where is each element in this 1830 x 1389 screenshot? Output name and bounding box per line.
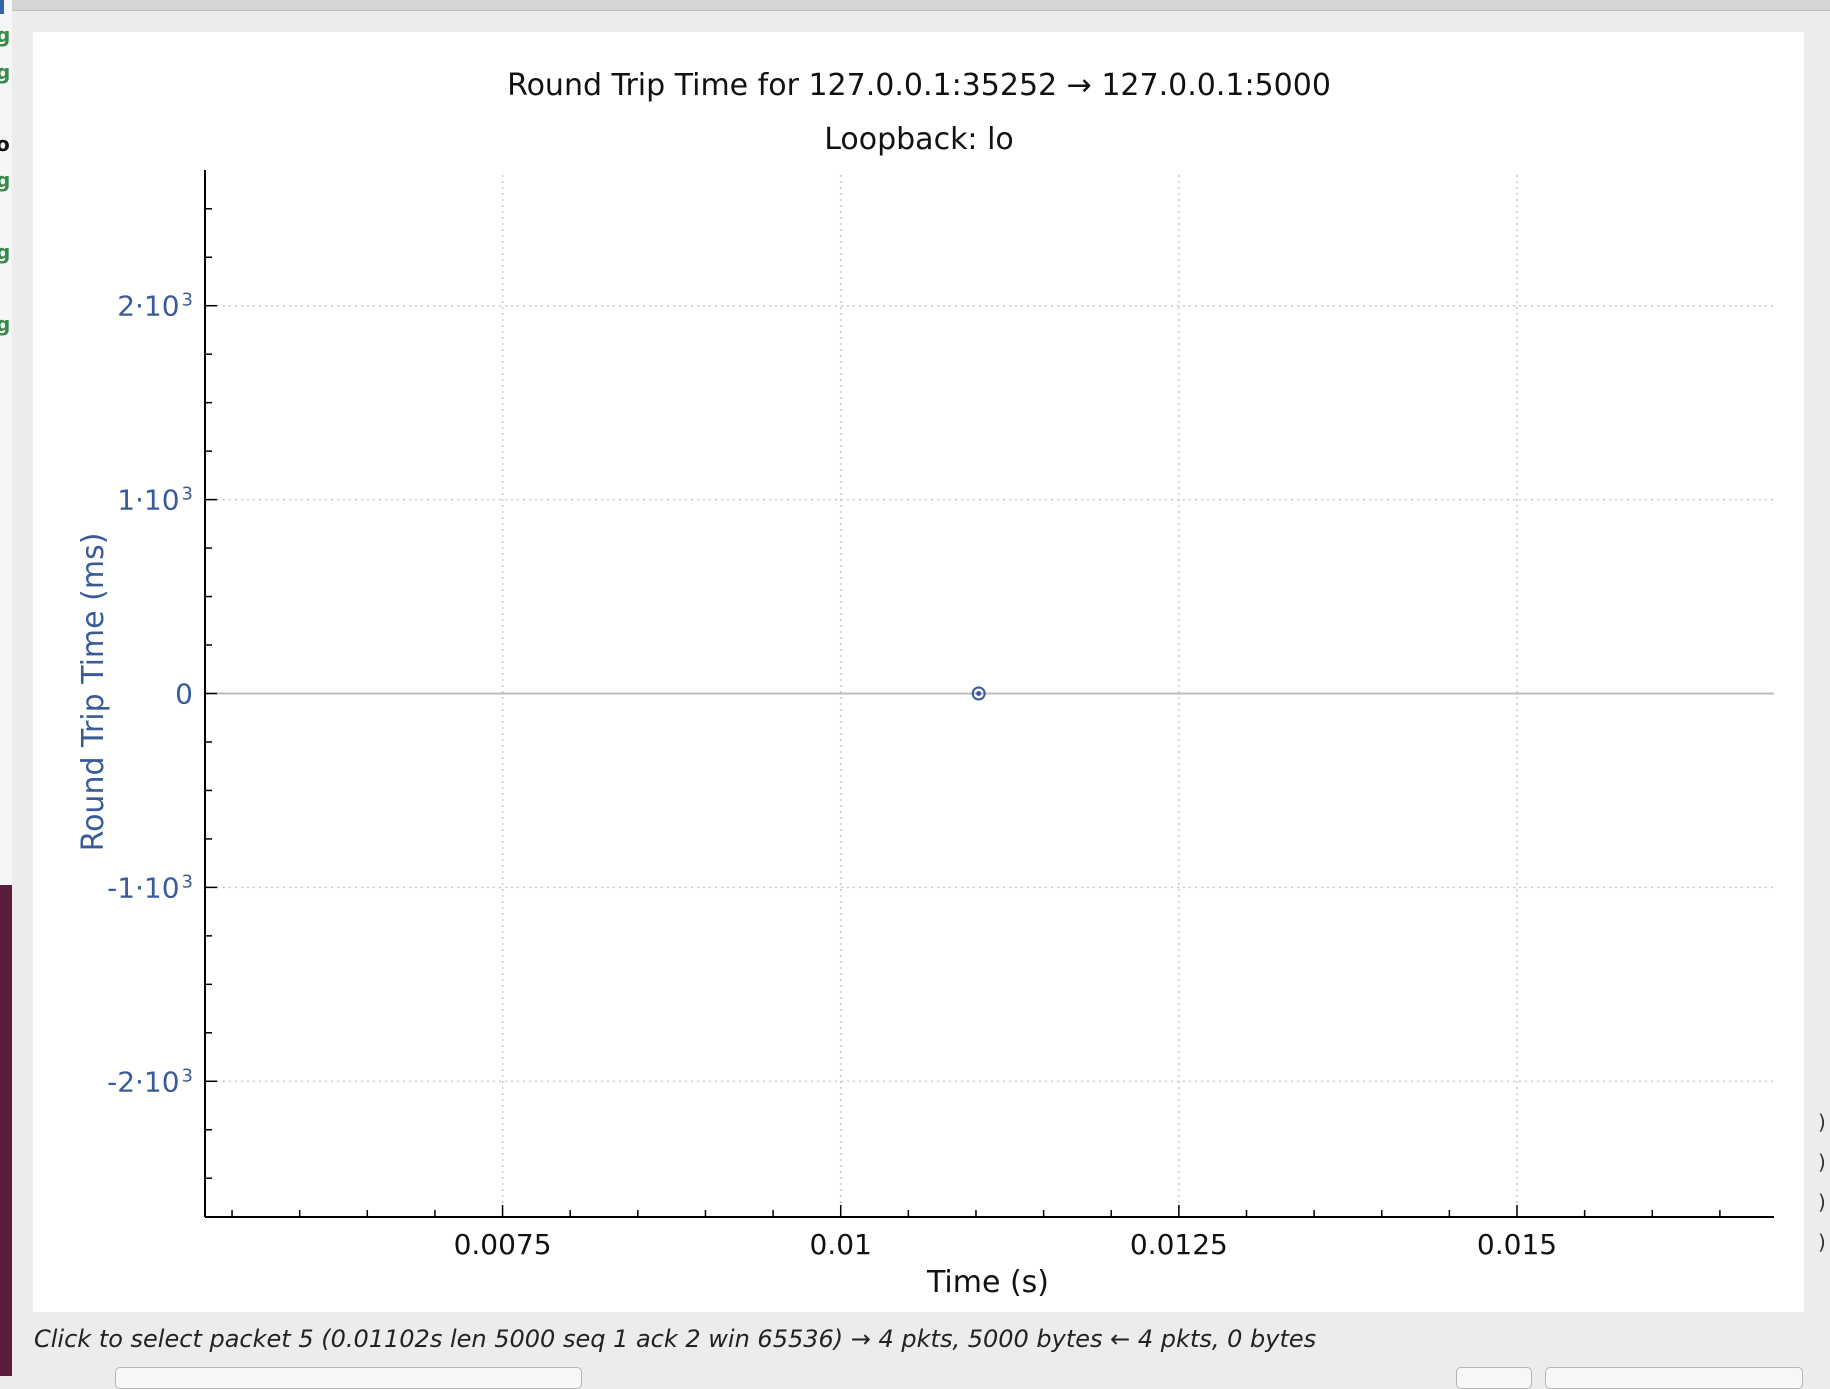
status-bar: Click to select packet 5 (0.01102s len 5… xyxy=(34,1325,1317,1353)
background-text-fragment: g xyxy=(0,23,11,47)
background-text-fragment: o xyxy=(0,132,10,156)
grid xyxy=(205,175,1774,1217)
rtt-chart[interactable]: Round Trip Time for 127.0.0.1:35252 → 12… xyxy=(33,32,1804,1312)
background-text-fragment: g xyxy=(0,312,11,336)
background-text-fragment: g xyxy=(0,60,11,84)
background-window-edge: ) ) ) ) xyxy=(1818,1110,1826,1254)
chart-title: Round Trip Time for 127.0.0.1:35252 → 12… xyxy=(507,68,1331,103)
bottom-dropdown[interactable] xyxy=(115,1367,582,1389)
background-window-strip: g g o g g g xyxy=(0,0,12,1376)
background-accent xyxy=(0,0,4,14)
background-text-fragment: g xyxy=(0,240,11,264)
bottom-button[interactable] xyxy=(1545,1367,1803,1389)
background-desktop xyxy=(0,885,12,1376)
y-tick-label: 1·10 3 xyxy=(117,484,193,517)
data-point[interactable] xyxy=(971,686,986,701)
y-tick-label: -1·10 3 xyxy=(107,871,193,904)
data-points[interactable] xyxy=(971,686,986,701)
bottom-spinbox[interactable] xyxy=(1456,1367,1532,1389)
x-axis-label: Time (s) xyxy=(926,1265,1049,1300)
data-point-marker[interactable] xyxy=(971,686,986,701)
y-axis-label: Round Trip Time (ms) xyxy=(76,533,111,852)
plot-panel[interactable]: Round Trip Time for 127.0.0.1:35252 → 12… xyxy=(33,32,1804,1312)
data-point-center[interactable] xyxy=(976,691,982,696)
x-tick-label: 0.01 xyxy=(810,1228,872,1261)
y-tick-label: 0 xyxy=(175,678,193,711)
x-tick-label: 0.0075 xyxy=(454,1228,552,1261)
x-tick-label: 0.0125 xyxy=(1130,1228,1228,1261)
y-tick-label: 2·10 3 xyxy=(117,290,193,323)
y-tick-label: -2·10 3 xyxy=(107,1065,193,1098)
background-text-fragment: g xyxy=(0,168,11,192)
window-top-border xyxy=(12,0,1830,11)
tick-labels: 0.0075 0.01 0.0125 0.015 2·10 3 1·10 3 0 -1·10 3 -2… xyxy=(107,290,1557,1261)
chart-subtitle: Loopback: lo xyxy=(824,122,1014,157)
x-tick-label: 0.015 xyxy=(1477,1228,1557,1261)
tick-marks xyxy=(205,208,1721,1217)
